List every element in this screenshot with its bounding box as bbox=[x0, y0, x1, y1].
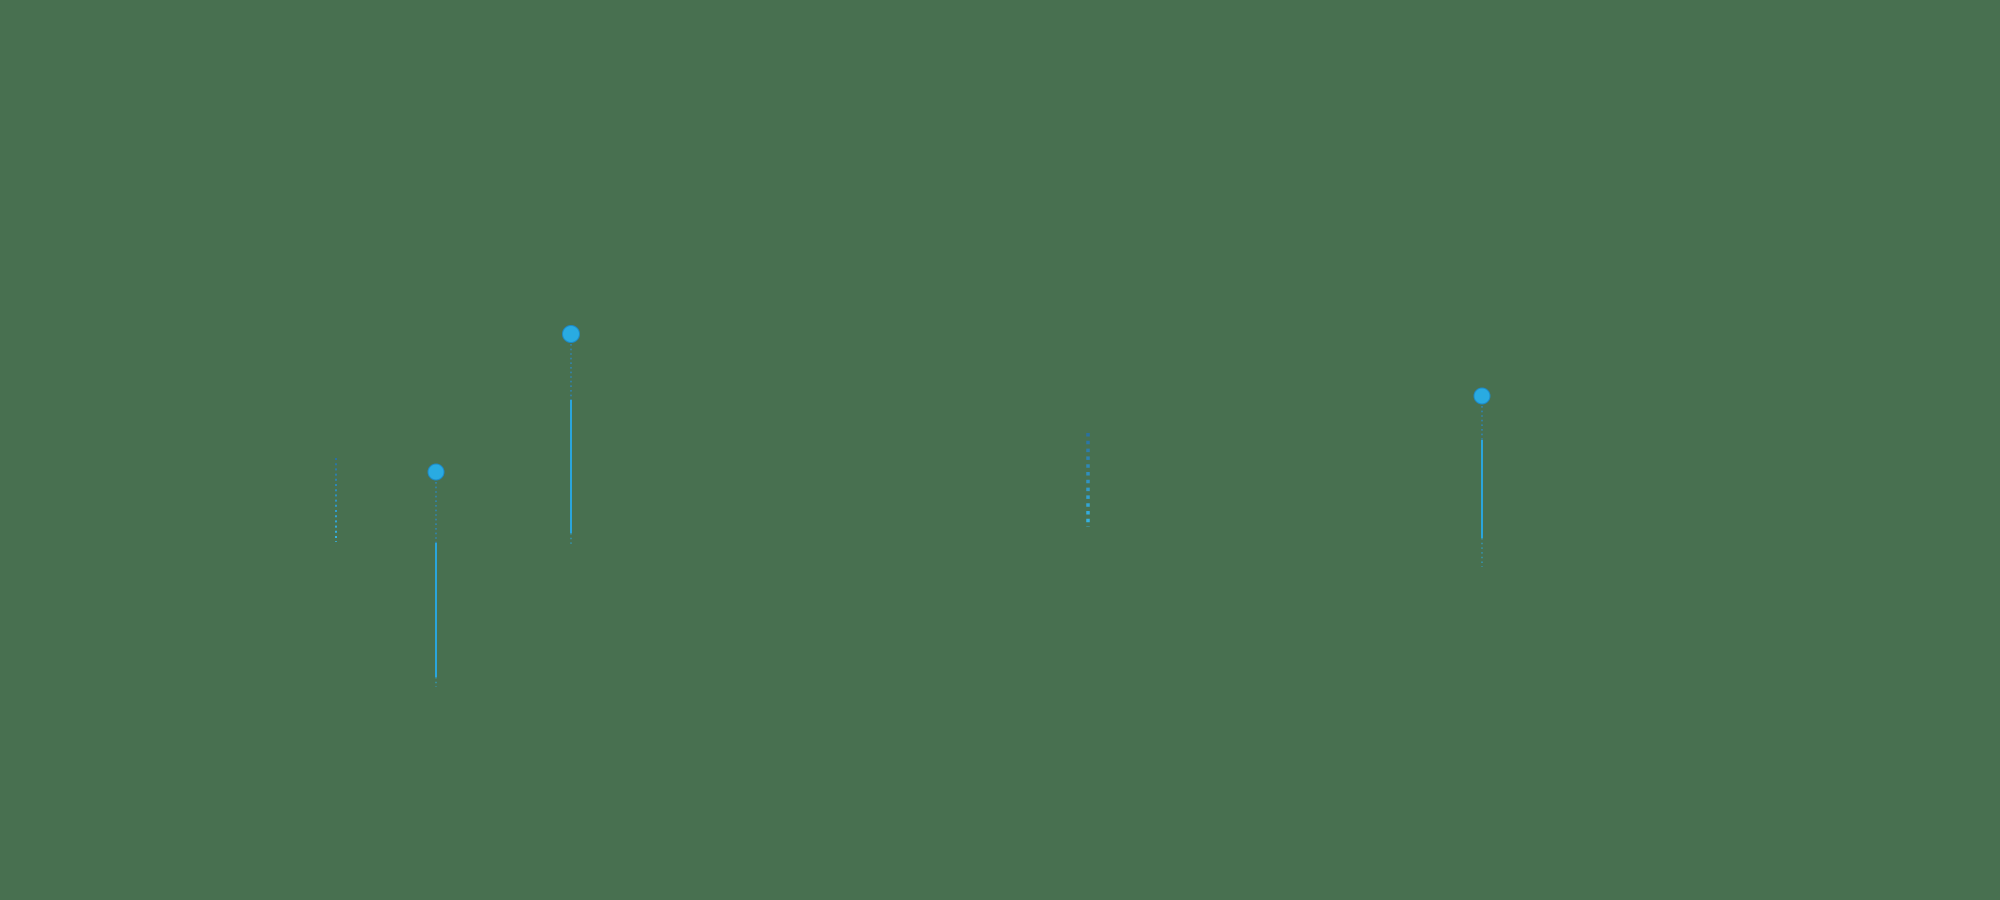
map-pin[interactable] bbox=[427, 463, 445, 687]
pin-head-icon[interactable] bbox=[1473, 387, 1491, 405]
map-pin[interactable] bbox=[1473, 387, 1491, 567]
pin-head-icon[interactable] bbox=[562, 325, 580, 343]
map-pin[interactable] bbox=[562, 325, 580, 548]
pin-head-icon[interactable] bbox=[427, 463, 445, 481]
